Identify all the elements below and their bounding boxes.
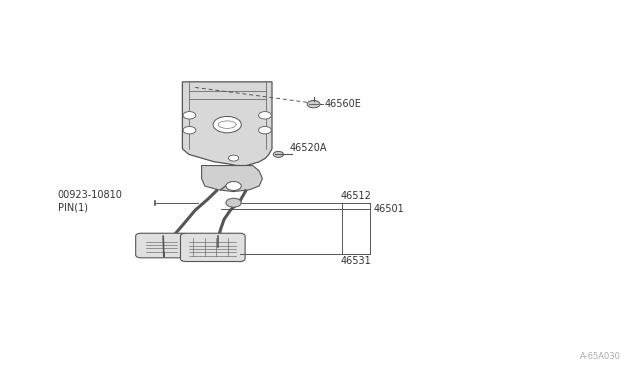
FancyBboxPatch shape [180,233,245,262]
Circle shape [228,155,239,161]
Text: 00923-10810: 00923-10810 [58,190,122,200]
Text: 46560E: 46560E [324,99,362,109]
Text: 46501: 46501 [373,205,404,214]
Circle shape [259,126,271,134]
Circle shape [213,116,241,133]
Circle shape [183,112,196,119]
FancyBboxPatch shape [136,233,188,258]
Circle shape [226,182,241,190]
Polygon shape [182,82,272,166]
Circle shape [183,126,196,134]
Circle shape [259,112,271,119]
Text: 46512: 46512 [340,191,371,201]
Text: 46520A: 46520A [289,142,327,153]
Circle shape [307,100,320,108]
Circle shape [226,198,241,207]
Polygon shape [202,166,262,192]
Text: A-65A030: A-65A030 [580,352,621,361]
Text: 46531: 46531 [340,256,371,266]
Circle shape [273,151,284,157]
Text: PIN(1): PIN(1) [58,203,88,213]
